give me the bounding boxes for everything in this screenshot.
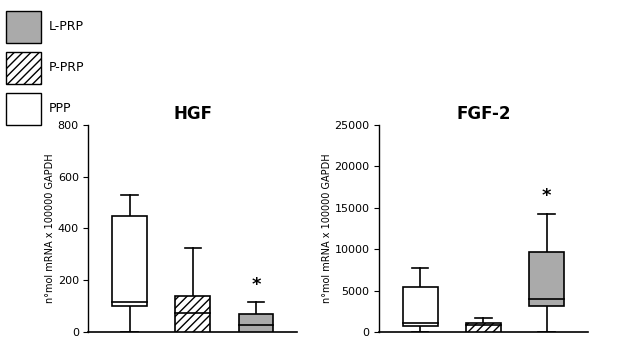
Title: FGF-2: FGF-2 — [456, 105, 511, 124]
FancyBboxPatch shape — [175, 296, 210, 332]
FancyBboxPatch shape — [112, 216, 147, 306]
Y-axis label: n°mol mRNA x 100000 GAPDH: n°mol mRNA x 100000 GAPDH — [45, 154, 55, 303]
FancyBboxPatch shape — [239, 315, 274, 332]
FancyBboxPatch shape — [529, 252, 564, 306]
Text: *: * — [251, 276, 261, 294]
FancyBboxPatch shape — [403, 287, 437, 326]
Text: *: * — [542, 187, 552, 205]
FancyBboxPatch shape — [466, 323, 501, 332]
Text: P-PRP: P-PRP — [49, 61, 84, 74]
Text: L-PRP: L-PRP — [49, 20, 83, 33]
Y-axis label: n°mol mRNA x 100000 GAPDH: n°mol mRNA x 100000 GAPDH — [322, 154, 332, 303]
Text: PPP: PPP — [49, 102, 71, 115]
Title: HGF: HGF — [173, 105, 212, 124]
